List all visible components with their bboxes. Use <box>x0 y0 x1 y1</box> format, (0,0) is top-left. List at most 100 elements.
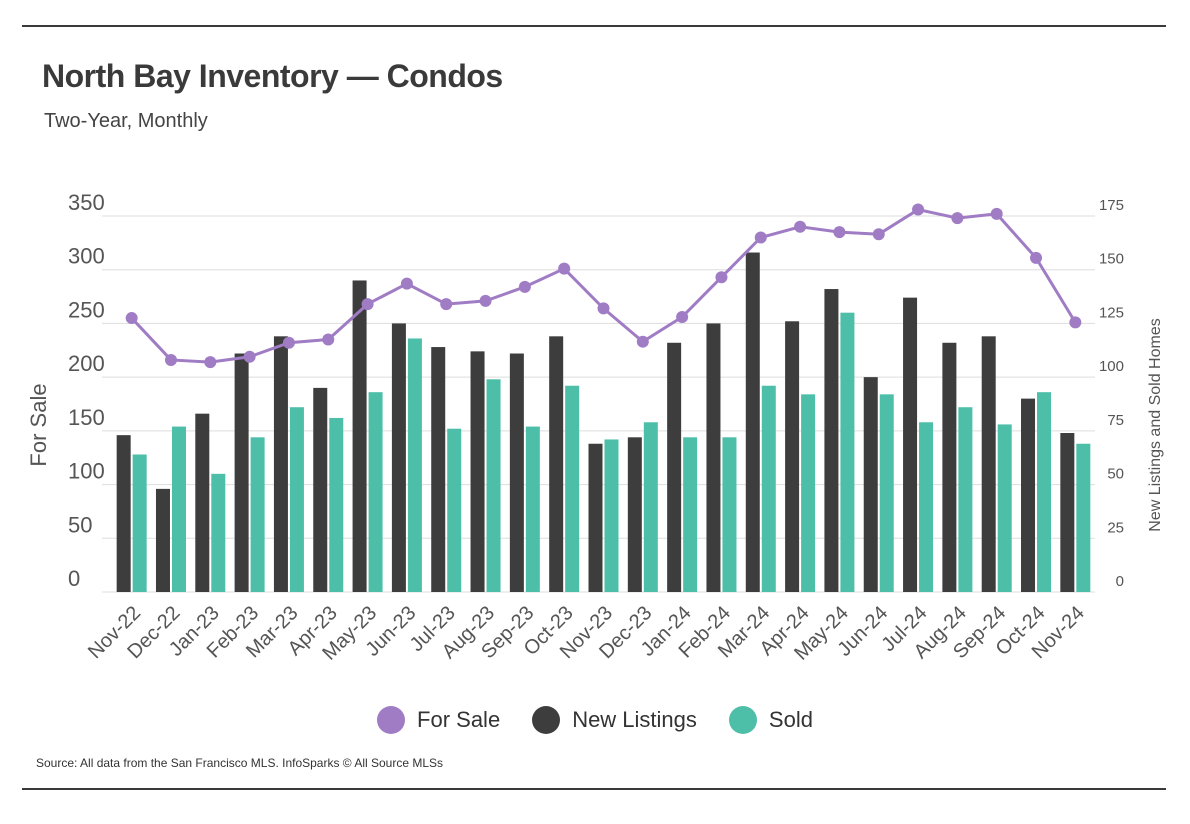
point-for-sale <box>676 310 689 323</box>
point-for-sale <box>715 271 728 284</box>
bar-sold <box>840 312 855 592</box>
point-for-sale <box>164 353 177 366</box>
y-tick-label: 100 <box>68 459 105 484</box>
y-tick-label: 200 <box>68 351 105 376</box>
y2-tick-label: 150 <box>1099 251 1124 268</box>
bar-new-listings <box>234 353 249 592</box>
point-for-sale <box>361 298 374 311</box>
bar-new-listings <box>863 377 878 592</box>
bar-new-listings <box>667 342 682 592</box>
y2-tick-label: 175 <box>1099 197 1124 214</box>
point-for-sale <box>636 335 649 348</box>
legend-label-for-sale: For Sale <box>417 707 501 732</box>
for-sale-line <box>130 207 1077 364</box>
bar-new-listings <box>273 336 288 592</box>
bar-new-listings <box>981 336 996 592</box>
bar-new-listings <box>627 437 642 592</box>
legend-item-sold: Sold <box>728 706 813 734</box>
point-for-sale <box>1030 251 1043 264</box>
bar-new-listings <box>549 336 564 592</box>
bar-new-listings <box>824 289 839 592</box>
point-for-sale <box>400 277 413 290</box>
bar-sold <box>447 428 462 592</box>
y2-tick-label: 75 <box>1107 412 1124 429</box>
y-tick-label: 50 <box>68 512 92 537</box>
legend-label-new-listings: New Listings <box>572 707 697 732</box>
bar-sold <box>919 422 934 592</box>
bar-sold <box>879 394 894 592</box>
chart-canvas: 0 50 100 150 200 250 300 350 0 25 50 75 100 125 150 175… <box>26 190 1164 665</box>
bar-sold <box>211 473 226 592</box>
legend-label-sold: Sold <box>768 707 813 732</box>
point-for-sale <box>558 262 571 275</box>
point-for-sale <box>243 350 256 363</box>
y-tick-label: 150 <box>68 405 105 430</box>
bar-new-listings <box>1021 398 1036 592</box>
bar-sold <box>604 439 619 592</box>
bar-new-listings <box>470 351 485 592</box>
y-tick-label: 350 <box>68 190 105 215</box>
bar-sold <box>958 407 973 592</box>
y2-axis-title: New Listings and Sold Homes <box>1147 318 1164 531</box>
bar-sold <box>722 437 737 592</box>
point-for-sale <box>322 333 335 346</box>
bar-sold <box>761 385 776 592</box>
bar-new-listings <box>391 323 406 592</box>
bar-sold <box>801 394 816 592</box>
legend-item-for-sale: For Sale <box>377 706 500 734</box>
y2-tick-label: 100 <box>1099 358 1124 375</box>
y-tick-label: 0 <box>68 566 80 591</box>
point-for-sale <box>440 298 453 311</box>
bar-new-listings <box>588 443 603 592</box>
legend-item-new-listings: New Listings <box>532 706 697 734</box>
point-for-sale <box>872 228 885 241</box>
bar-sold <box>997 424 1012 592</box>
point-for-sale <box>912 203 925 216</box>
chart-title: North Bay Inventory — Condos <box>42 58 503 94</box>
y2-tick-label: 50 <box>1107 466 1124 483</box>
point-for-sale <box>794 220 807 233</box>
chart-legend: For Sale New Listings Sold <box>0 706 1190 734</box>
bar-sold <box>525 426 540 592</box>
y2-tick-label: 125 <box>1099 304 1124 321</box>
bar-sold <box>250 437 265 592</box>
point-for-sale <box>282 336 295 349</box>
bar-new-listings <box>509 353 524 592</box>
bar-new-listings <box>195 413 210 592</box>
chart-subtitle: Two-Year, Monthly <box>44 110 208 132</box>
y2-tick-label: 25 <box>1107 519 1124 536</box>
bar-sold <box>565 385 580 592</box>
point-for-sale <box>597 302 610 315</box>
y-tick-label: 250 <box>68 297 105 322</box>
bar-new-listings <box>745 252 760 593</box>
bar-sold <box>171 426 186 592</box>
bar-new-listings <box>903 297 918 592</box>
point-for-sale <box>1069 316 1082 329</box>
bar-sold <box>368 392 383 592</box>
legend-swatch-sold <box>728 706 757 734</box>
bar-sold <box>1076 443 1091 592</box>
bottom-rule <box>22 788 1166 790</box>
source-note: Source: All data from the San Francisco … <box>36 756 444 770</box>
point-for-sale <box>518 280 531 293</box>
point-for-sale <box>990 207 1003 220</box>
y-axis-title: For Sale <box>26 383 51 466</box>
bar-sold <box>683 437 698 592</box>
bar-sold <box>1037 392 1052 592</box>
bar-new-listings <box>155 488 170 592</box>
point-for-sale <box>951 212 964 225</box>
legend-swatch-for-sale <box>377 706 406 734</box>
legend-swatch-new-listings <box>532 706 561 734</box>
bar-sold <box>486 379 501 592</box>
bar-new-listings <box>116 435 131 592</box>
point-for-sale <box>479 294 492 307</box>
top-rule <box>22 25 1166 27</box>
bar-new-listings <box>942 342 957 592</box>
point-for-sale <box>204 356 217 369</box>
bar-sold <box>132 454 147 592</box>
bar-sold <box>407 338 422 592</box>
bar-new-listings <box>1060 433 1075 592</box>
point-for-sale <box>125 312 138 325</box>
y2-tick-label: 0 <box>1116 573 1124 590</box>
bar-new-listings <box>431 347 446 592</box>
